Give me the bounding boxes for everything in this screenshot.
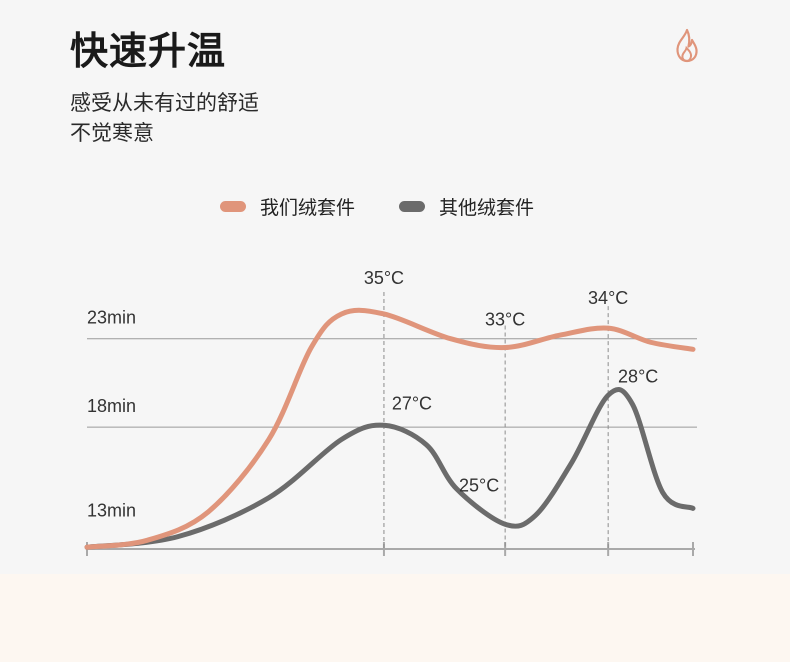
page-title: 快速升温 <box>70 29 227 73</box>
series-line-ours <box>84 307 696 550</box>
flame-icon <box>676 28 698 63</box>
y-tick-label: 23min <box>87 308 136 328</box>
legend-swatch-others <box>399 201 426 212</box>
footer-band <box>0 574 790 662</box>
legend-label-others: 其他绒套件 <box>439 197 535 219</box>
subtitle-line-2: 不觉寒意 <box>70 121 154 145</box>
data-label: 27°C <box>392 393 432 413</box>
series-line-others <box>84 387 696 550</box>
data-label: 25°C <box>459 475 499 495</box>
legend-label-ours: 我们绒套件 <box>260 197 356 219</box>
legend-item-others: 其他绒套件 <box>399 193 534 220</box>
data-label: 28°C <box>618 366 658 386</box>
subtitle-line-1: 感受从未有过的舒适 <box>70 91 259 115</box>
chart-legend: 我们绒套件 其他绒套件 <box>220 193 578 220</box>
temperature-chart: 23min 18min 13min 35°C 33°C 34°C 27°C 25°C 28°C <box>84 268 697 556</box>
subtitle: 感受从未有过的舒适 不觉寒意 <box>70 88 259 148</box>
y-tick-label: 13min <box>87 500 136 520</box>
legend-swatch-ours <box>220 201 246 212</box>
data-label: 33°C <box>485 310 525 330</box>
legend-item-ours: 我们绒套件 <box>220 193 355 220</box>
data-label: 34°C <box>588 288 628 308</box>
data-label: 35°C <box>364 268 404 288</box>
y-tick-label: 18min <box>87 396 136 416</box>
